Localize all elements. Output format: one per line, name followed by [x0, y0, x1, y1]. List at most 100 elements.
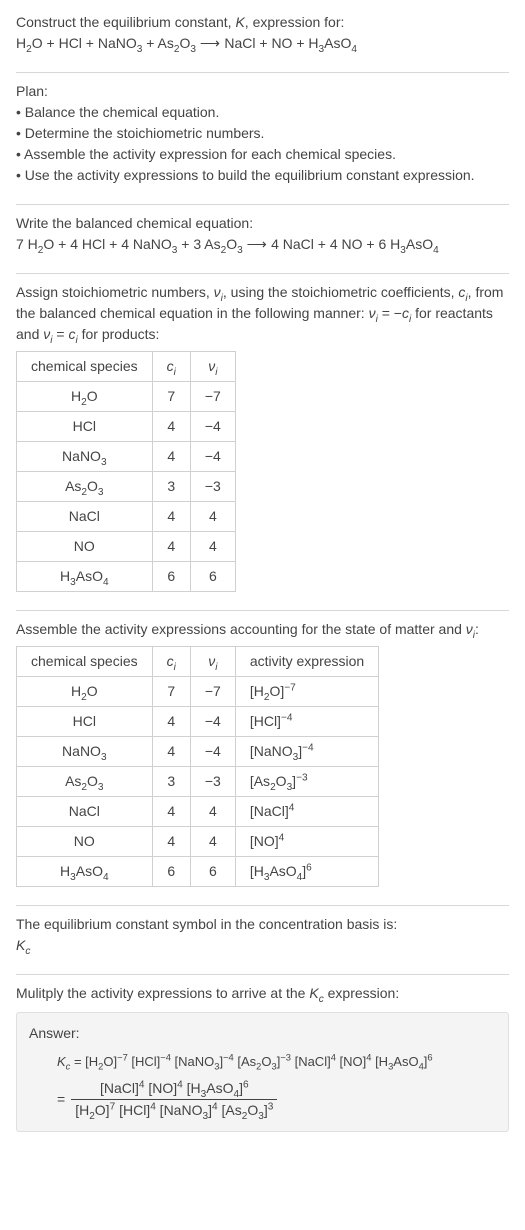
table-row: H3AsO466	[17, 562, 236, 592]
cell-vi: −4	[190, 737, 235, 767]
cell-species: NaNO3	[17, 442, 153, 472]
cell-activity: [As2O3]−3	[235, 767, 378, 797]
cell-ci: 4	[152, 502, 190, 532]
table-header-row: chemical species ci νi activity expressi…	[17, 647, 379, 677]
table-row: NaCl44[NaCl]4	[17, 797, 379, 827]
cell-species: HCl	[17, 412, 153, 442]
cell-species: As2O3	[17, 767, 153, 797]
divider	[16, 610, 509, 611]
cell-ci: 4	[152, 707, 190, 737]
assign-block: Assign stoichiometric numbers, νi, using…	[16, 282, 509, 602]
cell-activity: [H2O]−7	[235, 677, 378, 707]
stoich-table-2: chemical species ci νi activity expressi…	[16, 646, 379, 887]
cell-ci: 4	[152, 532, 190, 562]
cell-species: NaCl	[17, 797, 153, 827]
cell-ci: 7	[152, 677, 190, 707]
cell-vi: −4	[190, 412, 235, 442]
cell-vi: 4	[190, 502, 235, 532]
cell-activity: [NaNO3]−4	[235, 737, 378, 767]
plan-bullet: • Use the activity expressions to build …	[16, 165, 509, 186]
prompt-equation: H2O + HCl + NaNO3 + As2O3 ⟶ NaCl + NO + …	[16, 33, 509, 54]
col-species: chemical species	[17, 647, 153, 677]
cell-ci: 3	[152, 767, 190, 797]
plan-title: Plan:	[16, 81, 509, 102]
stoich-table-1: chemical species ci νi H2O7−7 HCl4−4 NaN…	[16, 351, 236, 592]
assemble-block: Assemble the activity expressions accoun…	[16, 619, 509, 897]
divider	[16, 974, 509, 975]
cell-vi: −4	[190, 442, 235, 472]
divider	[16, 72, 509, 73]
cell-species: As2O3	[17, 472, 153, 502]
col-species: chemical species	[17, 352, 153, 382]
symbol-block: The equilibrium constant symbol in the c…	[16, 914, 509, 966]
cell-vi: 4	[190, 827, 235, 857]
col-vi: νi	[190, 352, 235, 382]
multiply-text: Mulitply the activity expressions to arr…	[16, 983, 509, 1004]
table-row: NaNO34−4	[17, 442, 236, 472]
symbol-text: The equilibrium constant symbol in the c…	[16, 914, 509, 935]
table-row: NaNO34−4[NaNO3]−4	[17, 737, 379, 767]
cell-vi: 6	[190, 562, 235, 592]
cell-ci: 4	[152, 797, 190, 827]
table-row: H2O7−7[H2O]−7	[17, 677, 379, 707]
balanced-title: Write the balanced chemical equation:	[16, 213, 509, 234]
table-row: H3AsO466[H3AsO4]6	[17, 857, 379, 887]
answer-equals: =	[57, 1089, 65, 1110]
col-vi: νi	[190, 647, 235, 677]
cell-activity: [NO]4	[235, 827, 378, 857]
cell-ci: 4	[152, 827, 190, 857]
cell-species: H3AsO4	[17, 562, 153, 592]
cell-species: NO	[17, 532, 153, 562]
answer-line1: Kc = [H2O]−7 [HCl]−4 [NaNO3]−4 [As2O3]−3…	[57, 1052, 496, 1072]
cell-activity: [HCl]−4	[235, 707, 378, 737]
cell-species: H3AsO4	[17, 857, 153, 887]
assign-text: Assign stoichiometric numbers, νi, using…	[16, 282, 509, 345]
cell-activity: [H3AsO4]6	[235, 857, 378, 887]
balanced-equation: 7 H2O + 4 HCl + 4 NaNO3 + 3 As2O3 ⟶ 4 Na…	[16, 234, 509, 255]
answer-numerator: [NaCl]4 [NO]4 [H3AsO4]6	[71, 1078, 277, 1099]
table-row: H2O7−7	[17, 382, 236, 412]
cell-ci: 6	[152, 562, 190, 592]
answer-label: Answer:	[29, 1023, 496, 1044]
table-row: NO44[NO]4	[17, 827, 379, 857]
cell-species: NaNO3	[17, 737, 153, 767]
plan-bullet: • Determine the stoichiometric numbers.	[16, 123, 509, 144]
cell-vi: −4	[190, 707, 235, 737]
cell-vi: −3	[190, 472, 235, 502]
cell-vi: 6	[190, 857, 235, 887]
balanced-block: Write the balanced chemical equation: 7 …	[16, 213, 509, 265]
cell-species: H2O	[17, 382, 153, 412]
col-ci: ci	[152, 352, 190, 382]
cell-species: HCl	[17, 707, 153, 737]
divider	[16, 905, 509, 906]
divider	[16, 273, 509, 274]
cell-activity: [NaCl]4	[235, 797, 378, 827]
cell-ci: 7	[152, 382, 190, 412]
cell-vi: −7	[190, 677, 235, 707]
cell-vi: 4	[190, 532, 235, 562]
cell-species: NaCl	[17, 502, 153, 532]
prompt-line1: Construct the equilibrium constant, K, e…	[16, 12, 509, 33]
cell-vi: −7	[190, 382, 235, 412]
cell-species: NO	[17, 827, 153, 857]
cell-ci: 4	[152, 442, 190, 472]
prompt-block: Construct the equilibrium constant, K, e…	[16, 12, 509, 64]
table-row: HCl4−4[HCl]−4	[17, 707, 379, 737]
cell-species: H2O	[17, 677, 153, 707]
table-row: HCl4−4	[17, 412, 236, 442]
answer-box: Answer: Kc = [H2O]−7 [HCl]−4 [NaNO3]−4 […	[16, 1012, 509, 1132]
table-row: As2O33−3	[17, 472, 236, 502]
assemble-text: Assemble the activity expressions accoun…	[16, 619, 509, 640]
symbol-kc: Kc	[16, 935, 509, 956]
multiply-block: Mulitply the activity expressions to arr…	[16, 983, 509, 1142]
table-row: NaCl44	[17, 502, 236, 532]
cell-vi: −3	[190, 767, 235, 797]
col-ci: ci	[152, 647, 190, 677]
answer-line2: = [NaCl]4 [NO]4 [H3AsO4]6 [H2O]7 [HCl]4 …	[57, 1078, 496, 1121]
table-header-row: chemical species ci νi	[17, 352, 236, 382]
cell-ci: 4	[152, 737, 190, 767]
plan-bullet: • Balance the chemical equation.	[16, 102, 509, 123]
col-activity: activity expression	[235, 647, 378, 677]
cell-ci: 6	[152, 857, 190, 887]
answer-denominator: [H2O]7 [HCl]4 [NaNO3]4 [As2O3]3	[71, 1099, 277, 1121]
